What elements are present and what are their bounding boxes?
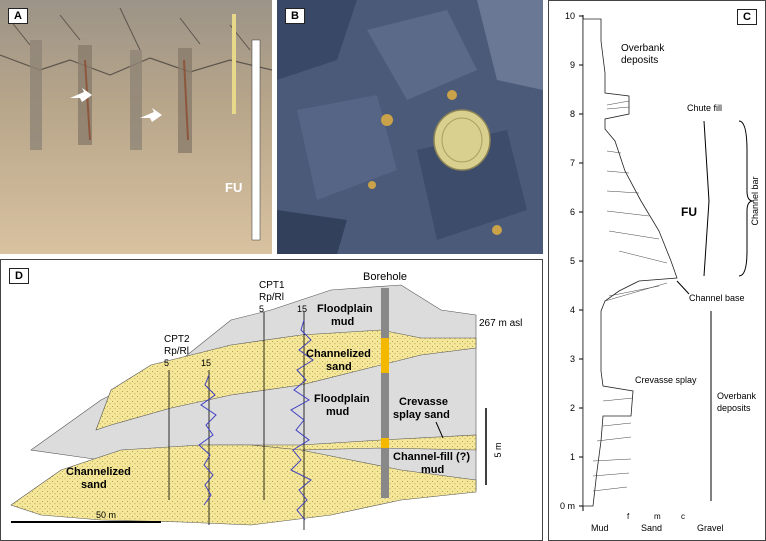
c-y-tick-label: 0 m <box>560 501 575 511</box>
c-channel-base: Channel base <box>689 293 745 303</box>
c-y-tick-label: 5 <box>570 256 575 266</box>
d-floodplain-mid-2: mud <box>326 406 349 418</box>
c-xlabel-m: m <box>654 512 661 521</box>
c-y-tick-label: 8 <box>570 109 575 119</box>
d-cpt2-1: CPT2 <box>164 334 190 345</box>
d-elevation: 267 m asl <box>479 318 522 329</box>
panel-a-photo: A FU <box>0 0 272 254</box>
c-channel-bar: Channel bar <box>750 176 760 225</box>
d-hscale: 50 m <box>96 510 116 520</box>
d-channelfill-1: Channel-fill (?) <box>393 451 470 463</box>
c-xlabel-c: c <box>681 512 685 521</box>
c-overbank-top-2: deposits <box>621 55 658 66</box>
c-y-tick-label: 6 <box>570 207 575 217</box>
panel-c-label: C <box>737 9 757 25</box>
panel-c-svg: 0 m 1 2 3 4 5 6 7 8 9 10 Mud f Sand m c <box>560 11 760 533</box>
cpt2-trace <box>198 374 217 506</box>
d-cpt1-s2: 15 <box>297 304 307 314</box>
panel-d-svg: Borehole CPT1 Rp/Rl 5 15 CPT2 Rp/Rl 5 15… <box>10 271 522 530</box>
panel-d-label: D <box>9 268 29 284</box>
d-cpt2-2: Rp/Rl <box>164 346 189 357</box>
d-floodplain-top-2: mud <box>331 316 354 328</box>
d-channelized-low-2: sand <box>81 479 107 491</box>
d-cpt2-s2: 15 <box>201 358 211 368</box>
c-log-shape <box>582 18 678 507</box>
c-y-tick-label: 1 <box>570 452 575 462</box>
c-chute-fill: Chute fill <box>687 103 722 113</box>
panel-a-fu-label: FU <box>225 180 243 195</box>
arrow-icon <box>140 108 162 122</box>
d-cpt2-s1: 5 <box>164 358 169 368</box>
c-overbank-top-1: Overbank <box>621 43 665 54</box>
c-overbank-low-2: deposits <box>717 403 751 413</box>
c-y-ticks: 0 m 1 2 3 4 5 6 7 8 9 10 <box>560 11 583 511</box>
c-y-tick-label: 10 <box>565 11 575 21</box>
panel-b-label: B <box>285 8 305 24</box>
panel-d-section: Borehole CPT1 Rp/Rl 5 15 CPT2 Rp/Rl 5 15… <box>0 259 543 541</box>
c-y-tick-label: 2 <box>570 403 575 413</box>
d-channelfill-2: mud <box>421 464 444 476</box>
c-fu: FU <box>681 205 697 219</box>
arrow-icon <box>70 88 92 102</box>
d-crevasse-1: Crevasse <box>399 396 448 408</box>
d-crevasse-2: splay sand <box>393 409 450 421</box>
d-cpt1-2: Rp/Rl <box>259 292 284 303</box>
d-vscale: 5 m <box>493 442 503 457</box>
c-xlabel-sand: Sand <box>641 523 662 533</box>
c-xlabel-f: f <box>627 512 630 521</box>
d-floodplain-mid-1: Floodplain <box>314 393 370 405</box>
c-xlabel-mud: Mud <box>591 523 609 533</box>
panel-b-photo: B <box>277 0 543 254</box>
c-overbank-low-1: Overbank <box>717 391 757 401</box>
d-channelized-top-1: Channelized <box>306 348 371 360</box>
panel-b-image <box>277 0 543 254</box>
d-borehole: Borehole <box>363 271 407 283</box>
cpt1-trace <box>290 319 314 521</box>
d-channelized-low-1: Channelized <box>66 466 131 478</box>
c-y-tick-label: 7 <box>570 158 575 168</box>
d-cpt1-1: CPT1 <box>259 280 285 291</box>
panel-a-label: A <box>8 8 28 24</box>
c-y-tick-label: 9 <box>570 60 575 70</box>
c-xlabel-gravel: Gravel <box>697 523 724 533</box>
c-y-tick-label: 3 <box>570 354 575 364</box>
panel-c-log: 0 m 1 2 3 4 5 6 7 8 9 10 Mud f Sand m c <box>548 0 766 541</box>
d-floodplain-top-1: Floodplain <box>317 303 373 315</box>
d-channelized-top-2: sand <box>326 361 352 373</box>
d-cpt1-s1: 5 <box>259 304 264 314</box>
c-y-tick-label: 4 <box>570 305 575 315</box>
c-crevasse-splay: Crevasse splay <box>635 375 697 385</box>
panel-a-image <box>0 0 272 254</box>
